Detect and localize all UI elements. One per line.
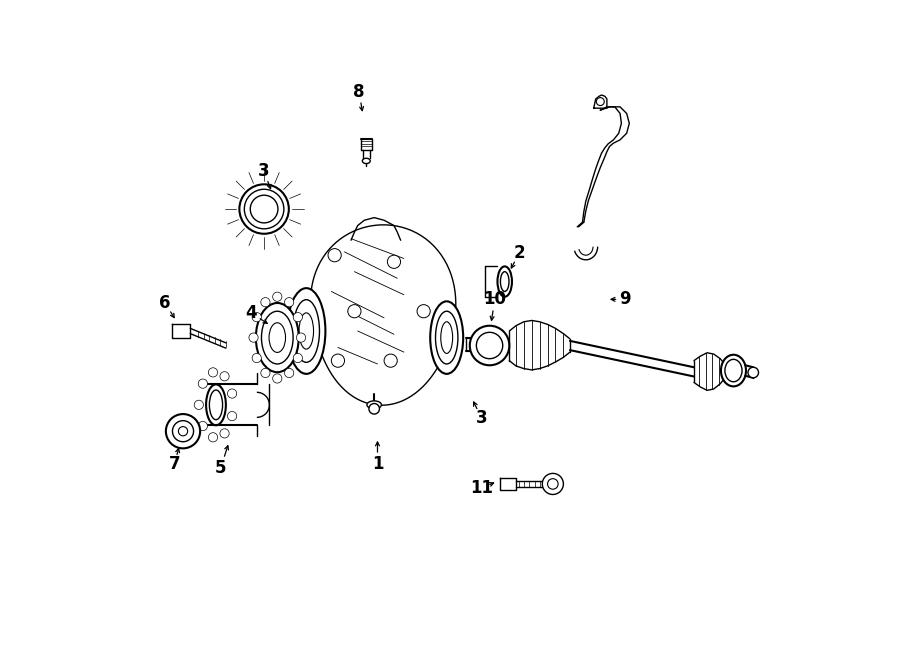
Ellipse shape: [206, 385, 226, 425]
Circle shape: [252, 312, 261, 322]
Circle shape: [296, 333, 306, 342]
Circle shape: [261, 298, 270, 307]
Circle shape: [543, 473, 563, 495]
Text: 6: 6: [159, 295, 171, 312]
Ellipse shape: [441, 322, 453, 354]
Ellipse shape: [293, 300, 320, 362]
Text: 8: 8: [354, 83, 364, 101]
Polygon shape: [594, 95, 607, 108]
Ellipse shape: [430, 301, 464, 374]
Circle shape: [273, 374, 282, 383]
Circle shape: [166, 414, 200, 448]
Circle shape: [293, 312, 302, 322]
Text: 10: 10: [483, 291, 507, 308]
Circle shape: [194, 401, 203, 410]
Text: 11: 11: [470, 479, 493, 497]
Circle shape: [284, 368, 293, 377]
Ellipse shape: [721, 355, 746, 387]
Text: 3: 3: [476, 409, 488, 427]
Circle shape: [470, 326, 509, 365]
Circle shape: [173, 420, 194, 442]
Circle shape: [347, 305, 361, 318]
Text: 2: 2: [513, 244, 525, 262]
Ellipse shape: [369, 404, 380, 414]
Circle shape: [209, 433, 218, 442]
Circle shape: [417, 305, 430, 318]
Circle shape: [178, 426, 187, 436]
Polygon shape: [351, 218, 400, 240]
Text: 9: 9: [619, 291, 631, 308]
Ellipse shape: [436, 311, 458, 364]
Polygon shape: [172, 324, 190, 338]
Circle shape: [387, 255, 400, 268]
Ellipse shape: [250, 195, 278, 223]
Ellipse shape: [363, 158, 370, 164]
Text: 3: 3: [258, 162, 270, 181]
Ellipse shape: [239, 184, 289, 234]
Ellipse shape: [262, 311, 293, 364]
Ellipse shape: [256, 303, 299, 372]
Circle shape: [293, 354, 302, 363]
Polygon shape: [310, 225, 455, 405]
Circle shape: [198, 422, 208, 431]
Circle shape: [547, 479, 558, 489]
Circle shape: [476, 332, 503, 359]
Text: 7: 7: [168, 455, 180, 473]
Circle shape: [261, 368, 270, 377]
Circle shape: [220, 371, 230, 381]
Circle shape: [328, 249, 341, 261]
Circle shape: [384, 354, 397, 367]
Text: 5: 5: [215, 459, 226, 477]
Ellipse shape: [287, 288, 326, 374]
Ellipse shape: [244, 189, 284, 229]
Circle shape: [284, 298, 293, 307]
Circle shape: [273, 292, 282, 301]
Circle shape: [209, 368, 218, 377]
Ellipse shape: [367, 401, 382, 409]
Circle shape: [597, 97, 604, 105]
Circle shape: [748, 367, 759, 378]
Text: 4: 4: [245, 304, 256, 322]
Circle shape: [252, 354, 261, 363]
Ellipse shape: [724, 359, 742, 382]
Circle shape: [220, 429, 230, 438]
Ellipse shape: [498, 266, 512, 297]
Ellipse shape: [299, 313, 313, 349]
Ellipse shape: [500, 271, 509, 291]
Circle shape: [228, 389, 237, 398]
Circle shape: [249, 333, 258, 342]
Ellipse shape: [269, 323, 285, 352]
Ellipse shape: [210, 390, 222, 420]
Circle shape: [331, 354, 345, 367]
Polygon shape: [500, 478, 516, 490]
Circle shape: [198, 379, 208, 388]
Text: 1: 1: [372, 455, 383, 473]
Circle shape: [228, 412, 237, 421]
